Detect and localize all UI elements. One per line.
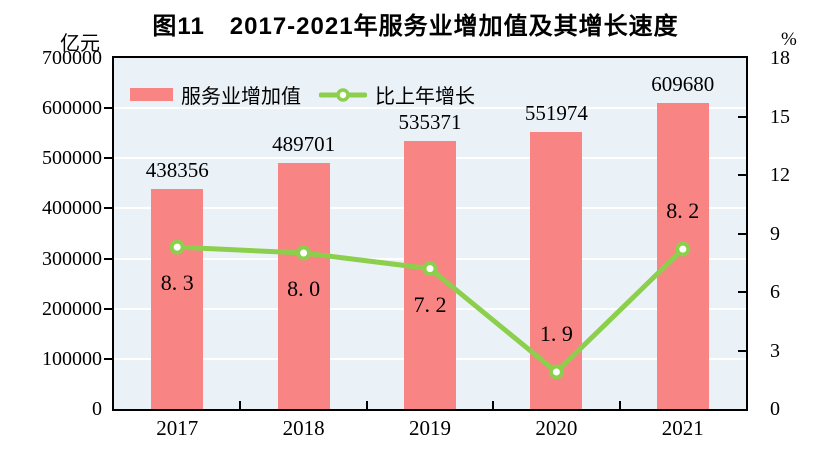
right-axis-tick-label: 6 — [770, 281, 780, 303]
growth-marker-2018 — [296, 245, 312, 261]
growth-value-label-2020: 1. 9 — [539, 320, 573, 346]
left-axis-tick-label: 500000 — [42, 147, 102, 170]
left-axis-tick-label: 200000 — [42, 297, 102, 320]
x-axis-tick — [618, 401, 621, 409]
left-axis-tick — [104, 157, 112, 160]
x-axis-label-2017: 2017 — [156, 416, 199, 440]
bar-series-swatch-icon — [130, 88, 173, 101]
right-axis-tick — [738, 291, 746, 293]
right-axis-tick-label: 12 — [770, 164, 790, 186]
plot-area: 服务业增加值 比上年增长 438356 489701 535371 551974 609… — [104, 56, 748, 411]
growth-marker-2019 — [422, 261, 438, 277]
growth-marker-2021 — [675, 241, 691, 257]
x-axis-label-2018: 2018 — [282, 416, 325, 440]
bar-value-label-2018: 489701 — [272, 132, 336, 157]
right-axis-tick-label: 9 — [770, 222, 780, 245]
left-axis-tick-label: 700000 — [42, 47, 102, 69]
right-axis-tick — [738, 349, 746, 352]
bar-value-label-2019: 535371 — [398, 109, 462, 134]
right-axis-tick-label: 18 — [770, 47, 790, 69]
left-axis-tick-label: 0 — [92, 398, 102, 420]
growth-value-label-2018: 8. 0 — [287, 276, 321, 301]
right-axis-tick-label: 0 — [770, 398, 780, 420]
left-axis-tick — [104, 107, 112, 110]
right-axis-tick-label: 15 — [770, 105, 790, 128]
growth-value-label-2021: 8. 2 — [666, 198, 700, 224]
left-axis-tick-label: 300000 — [42, 247, 102, 270]
x-axis-label-2019: 2019 — [409, 416, 451, 440]
x-axis-label-2020: 2020 — [535, 416, 578, 440]
right-axis-tick-label: 3 — [770, 339, 780, 362]
legend-label-bar-series: 服务业增加值 — [181, 86, 301, 108]
left-axis-tick — [104, 357, 112, 360]
legend-item-bar-series: 服务业增加值 — [130, 80, 301, 109]
growth-line — [169, 239, 691, 380]
gridline — [114, 107, 746, 110]
legend: 服务业增加值 比上年增长 — [130, 80, 475, 109]
bar-2017 — [151, 189, 204, 409]
bar-2018 — [277, 163, 330, 409]
legend-item-line-series: 比上年增长 — [319, 80, 475, 109]
x-axis-tick — [365, 401, 368, 409]
left-axis-tick — [104, 207, 112, 210]
right-axis-tick — [738, 232, 746, 235]
left-axis-tick-label: 400000 — [42, 197, 102, 220]
bar-value-label-2021: 609680 — [651, 72, 715, 97]
left-axis-unit-label: 亿元 — [60, 33, 100, 55]
growth-marker-2017 — [169, 239, 185, 255]
legend-label-line-series: 比上年增长 — [375, 86, 475, 108]
x-axis-label-2021: 2021 — [661, 416, 704, 440]
bar-value-label-2020: 551974 — [524, 101, 588, 126]
left-axis-tick-label: 600000 — [42, 97, 102, 120]
growth-value-label-2019: 7. 2 — [413, 291, 447, 317]
right-axis-tick — [738, 174, 746, 176]
growth-value-label-2017: 8. 3 — [160, 270, 194, 296]
bar-2020 — [530, 132, 583, 409]
bar-value-label-2017: 438356 — [145, 158, 209, 183]
right-axis-unit-label: % — [781, 29, 797, 50]
chart-title: 图11 2017-2021年服务业增加值及其增长速度 — [152, 13, 679, 40]
growth-marker-2020 — [548, 364, 564, 380]
left-axis-tick — [104, 307, 112, 310]
left-axis-tick — [104, 257, 112, 260]
line-series-marker-icon — [319, 87, 367, 102]
x-axis-tick — [239, 401, 242, 409]
x-axis-tick — [492, 401, 495, 409]
right-axis-tick — [738, 115, 746, 118]
left-axis-tick-label: 100000 — [42, 347, 102, 370]
